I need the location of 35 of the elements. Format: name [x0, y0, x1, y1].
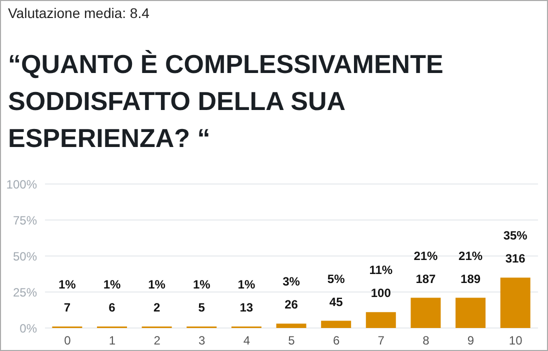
- data-label: 21% 189: [458, 248, 483, 286]
- bar: [410, 298, 441, 328]
- x-tick-label: 6: [332, 334, 340, 348]
- x-tick-label: 10: [508, 334, 523, 348]
- x-tick-label: 0: [64, 334, 72, 348]
- data-label: 5% 45: [327, 272, 346, 309]
- bar: [500, 278, 530, 328]
- x-tick-label: 3: [198, 334, 206, 348]
- y-tick-label: 75%: [12, 213, 38, 228]
- chart-title: “QUANTO È COMPLESSIVAMENTE SODDISFATTO DELLA SUA ESPERIENZA? “: [8, 48, 444, 155]
- data-label: 21% 187: [414, 248, 438, 286]
- data-label: 1% 7: [58, 278, 76, 315]
- x-tick-label: 8: [422, 334, 430, 348]
- bar: [321, 320, 352, 328]
- y-tick-label: 0%: [20, 321, 38, 336]
- bar: [366, 312, 396, 328]
- data-label: 1% 6: [103, 278, 121, 315]
- chart-subtitle: Valutazione media: 8.4: [8, 5, 150, 21]
- data-label: 1% 13: [238, 278, 256, 315]
- data-label: 1% 2: [148, 278, 166, 315]
- x-tick-label: 2: [154, 334, 161, 348]
- y-tick-label: 50%: [12, 249, 38, 264]
- data-label: 11% 100: [369, 263, 393, 300]
- data-label: 3% 26: [282, 274, 300, 312]
- x-tick-label: 5: [288, 334, 296, 348]
- data-label: 35% 316: [503, 228, 528, 266]
- y-tick-label: 25%: [12, 285, 38, 300]
- bar: [456, 298, 486, 328]
- x-tick-label: 7: [378, 334, 385, 348]
- x-tick-label: 1: [108, 334, 116, 348]
- y-tick-label: 100%: [6, 177, 38, 192]
- data-label: 1% 5: [192, 278, 211, 315]
- x-tick-label: 4: [243, 334, 250, 348]
- x-tick-label: 9: [467, 334, 474, 348]
- bar: [276, 324, 306, 328]
